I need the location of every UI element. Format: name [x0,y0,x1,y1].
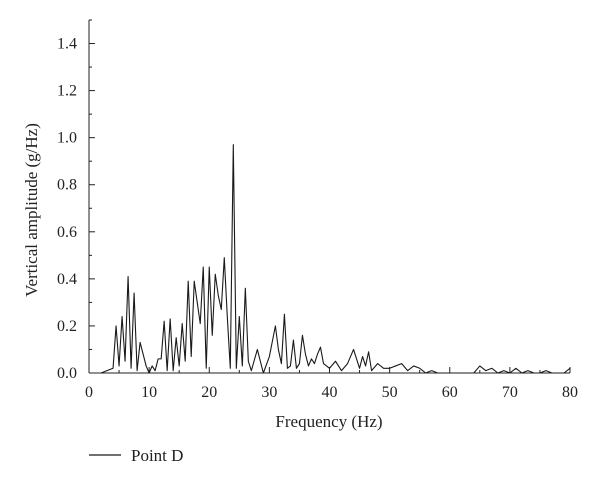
x-tick-label: 30 [261,384,277,401]
x-tick-label: 0 [85,384,93,401]
x-tick-label: 70 [502,384,518,401]
legend: Point D [89,446,183,465]
y-tick-label: 0.6 [57,224,77,241]
y-tick-label: 0.0 [57,365,77,382]
y-tick-label: 0.2 [57,318,77,335]
y-tick-label: 1.4 [57,36,77,53]
axes-layer: 0 10 20 30 40 50 60 70 80 0.0 0.2 0.4 0.6 0.8 1.0 1.2 1.… [57,19,578,401]
series-layer [100,144,571,374]
y-tick-label: 0.8 [57,177,77,194]
x-tick-label: 60 [442,384,458,401]
x-tick-label: 40 [322,384,338,401]
x-tick-label: 80 [562,384,578,401]
legend-label: Point D [131,446,183,465]
y-tick-label: 0.4 [57,271,77,288]
y-axis-label: Vertical amplitude (g/Hz) [22,123,41,297]
x-axis-label: Frequency (Hz) [275,412,382,431]
x-tick-label: 10 [141,384,157,401]
series-line-0 [100,144,571,374]
x-tick-label: 50 [382,384,398,401]
y-tick-label: 1.2 [57,83,77,100]
y-tick-label: 1.0 [57,130,77,147]
x-tick-label: 20 [201,384,217,401]
